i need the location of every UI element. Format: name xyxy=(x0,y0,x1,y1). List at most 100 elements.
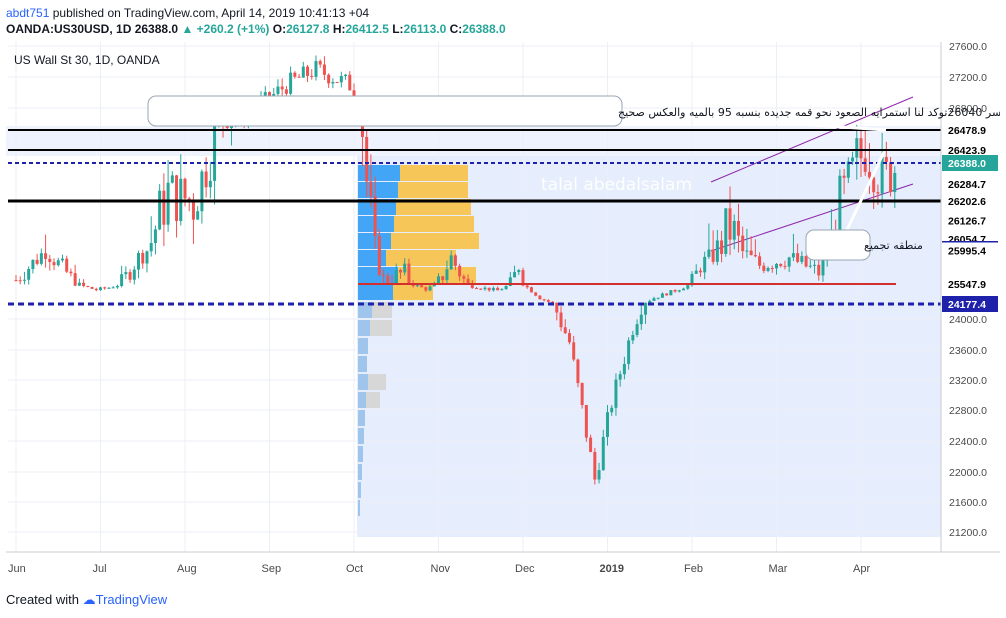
candle-body xyxy=(18,280,22,282)
candle-body xyxy=(327,74,331,84)
candle-body xyxy=(775,263,778,269)
profile-bar-yellow xyxy=(366,392,380,408)
candle-body xyxy=(813,264,817,266)
candle-body xyxy=(749,250,753,256)
candle-body xyxy=(158,190,162,230)
candle-body xyxy=(648,300,652,303)
candle-body xyxy=(673,290,677,292)
candle-body xyxy=(496,287,500,291)
candle-body xyxy=(758,256,762,266)
candle-body xyxy=(631,334,635,341)
candle-body xyxy=(601,436,605,471)
candle-body xyxy=(149,243,153,252)
chart-area[interactable]: 27600.0 27200.0 26800.0 24000.0 23600.0 23200… xyxy=(6,42,1000,580)
candle-body xyxy=(584,404,588,438)
candle-body xyxy=(314,61,318,77)
x-tick-label: Sep xyxy=(262,563,282,575)
candle-body xyxy=(289,72,293,94)
candle-body xyxy=(513,272,517,278)
candle-body xyxy=(698,270,702,273)
candle-body xyxy=(335,82,339,84)
candle-body xyxy=(534,292,538,296)
profile-bar-blue xyxy=(358,284,393,300)
low-label: L: xyxy=(392,22,404,36)
candle-body xyxy=(796,253,800,262)
candle-body xyxy=(183,178,187,199)
candle-body xyxy=(428,286,432,291)
candle-body xyxy=(196,211,200,220)
candle-body xyxy=(614,379,618,408)
y-tick-label: 22000.0 xyxy=(949,467,987,479)
close-label: C: xyxy=(449,22,463,36)
candle-body xyxy=(470,284,474,289)
candle-body xyxy=(65,258,69,272)
y-tick-label: 21600.0 xyxy=(949,497,987,509)
candle-body xyxy=(703,256,707,273)
candle-body xyxy=(606,412,609,437)
candle-body xyxy=(627,340,631,364)
candle-body xyxy=(191,200,195,220)
candle-body xyxy=(770,267,774,269)
profile-bar-blue xyxy=(358,500,360,516)
candle-body xyxy=(589,437,593,452)
candle-body xyxy=(711,249,715,262)
price-level-label: 26284.7 xyxy=(948,179,986,191)
low-value: 26113.0 xyxy=(403,22,447,36)
price-level-tag xyxy=(942,296,998,312)
profile-bar-blue xyxy=(358,199,396,215)
candle-body xyxy=(707,249,711,257)
candle-body xyxy=(876,192,880,194)
candle-body xyxy=(301,66,305,78)
candle-body xyxy=(893,172,897,193)
candle-body xyxy=(73,273,77,286)
candle-body xyxy=(14,280,18,282)
candle-body xyxy=(551,301,555,303)
price-chart[interactable]: 27600.0 27200.0 26800.0 24000.0 23600.0 23200… xyxy=(6,42,1000,580)
candle-body xyxy=(889,162,893,193)
open-label: O: xyxy=(272,22,287,36)
candle-body xyxy=(593,451,597,480)
publish-info: published on TradingView.com, April 14, … xyxy=(52,6,370,20)
candle-body xyxy=(60,258,64,261)
y-tick-label: 23200.0 xyxy=(949,375,987,387)
candle-body xyxy=(859,138,863,159)
candle-body xyxy=(491,287,495,291)
tradingview-brand[interactable]: TradingView xyxy=(95,592,168,607)
y-tick-label: 21200.0 xyxy=(949,527,987,539)
profile-bar-yellow xyxy=(386,250,456,266)
candle-body xyxy=(420,285,424,288)
candle-body xyxy=(660,293,664,298)
candle-body xyxy=(855,138,859,158)
candle-body xyxy=(297,76,301,78)
candle-body xyxy=(377,236,381,276)
price-level-label: 26478.9 xyxy=(948,125,986,137)
candle-body xyxy=(779,263,783,267)
candle-body xyxy=(817,264,821,276)
candle-body xyxy=(94,288,98,291)
candle-body xyxy=(124,272,128,275)
candle-body xyxy=(99,287,102,291)
candle-body xyxy=(682,288,686,291)
candle-body xyxy=(610,407,614,413)
author-link[interactable]: abdt751 xyxy=(6,6,50,20)
candle-body xyxy=(741,235,745,252)
price-level-tag xyxy=(942,141,998,158)
chart-header: abdt751 published on TradingView.com, Ap… xyxy=(6,5,1000,37)
profile-bar-yellow xyxy=(368,374,386,390)
candle-body xyxy=(141,253,145,264)
candle-body xyxy=(762,265,766,271)
candle-body xyxy=(22,279,26,281)
profile-bar-yellow xyxy=(398,182,468,198)
x-tick-label: Aug xyxy=(177,563,197,575)
candle-body xyxy=(753,255,757,257)
profile-bar-blue xyxy=(358,250,386,266)
candle-body xyxy=(525,285,529,288)
candle-body xyxy=(432,284,436,287)
x-tick-label: Apr xyxy=(853,563,870,575)
chart-title: US Wall St 30, 1D, OANDA xyxy=(14,53,160,67)
annotation-text: كسر قمه 26511 قبل اكسر 26040توكد لنا است… xyxy=(618,106,1000,119)
candle-body xyxy=(111,287,115,289)
candle-body xyxy=(475,288,479,290)
candle-body xyxy=(175,175,179,221)
candle-body xyxy=(39,253,43,264)
